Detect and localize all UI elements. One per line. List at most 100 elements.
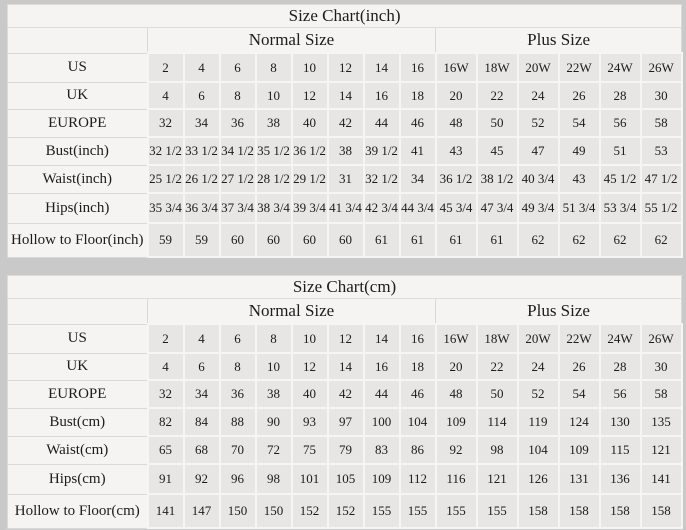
size-cell: 38 1/2 [475,164,519,194]
size-cell: 29 1/2 [290,164,329,194]
size-cell: 105 [326,463,365,495]
row-label: EUROPE [7,379,148,409]
row-label: UK [7,81,148,110]
normal-size-group-header: Normal Size [147,27,436,54]
size-cell: 44 [362,379,401,409]
size-cell: 34 [182,379,221,409]
size-cell: 26 1/2 [182,164,221,194]
size-cell: 6 [218,52,257,83]
size-cell: 100 [362,407,401,437]
size-cell: 101 [290,463,329,495]
size-cell: 56 [598,379,642,409]
table-title-row: Size Chart(inch) [6,4,683,28]
size-cell: 30 [639,352,683,381]
table-row: US 2 4 6 8 10 12 14 16 16W 18W 20W 22W 24W 26W [7,52,683,83]
size-cell: 16 [362,81,401,110]
size-cell: 72 [254,435,293,465]
size-cell: 6 [218,323,257,354]
size-cell: 84 [182,407,221,437]
table-title-row: Size Chart(cm) [6,275,683,299]
size-cell: 56 [598,108,642,138]
size-cell: 82 [146,407,185,437]
size-chart-cm-table: Size Chart(cm) Normal Size Plus Size US 2… [6,275,683,529]
size-cell: 36 [218,108,257,138]
size-cell: 48 [434,379,478,409]
size-cell: 48 [434,108,478,138]
size-cell: 14 [362,52,401,83]
size-cell: 53 3/4 [598,192,642,224]
table-row: Bust(cm) 82 84 88 90 93 97 100 104 109 114 119 124 13… [7,407,683,437]
size-cell: 109 [557,435,601,465]
size-cell: 53 [639,136,683,166]
size-cell: 20 [434,352,478,381]
plus-size-group-header: Plus Size [434,298,683,325]
size-cell: 32 1/2 [362,164,401,194]
size-cell: 124 [557,407,601,437]
size-cell: 155 [434,493,478,529]
table-row: UK 4 6 8 10 12 14 16 18 20 22 24 26 28 30 [7,81,683,110]
size-cell: 104 [398,407,437,437]
size-cell: 45 3/4 [434,192,478,224]
size-cell: 43 [557,164,601,194]
size-cell: 8 [218,81,257,110]
size-cell: 22W [557,323,601,354]
size-cell: 12 [290,81,329,110]
size-cell: 20 [434,81,478,110]
size-cell: 25 1/2 [146,164,185,194]
size-cell: 8 [254,52,293,83]
size-cell: 4 [146,81,185,110]
size-cell: 20W [516,323,560,354]
size-cell: 37 3/4 [218,192,257,224]
size-cell: 16 [398,323,437,354]
table-row: Bust(inch) 32 1/2 33 1/2 34 1/2 35 1/2 36 1/2… [7,136,683,166]
size-cell: 24 [516,81,560,110]
row-label: Hollow to Floor(cm) [7,493,148,529]
table-title: Size Chart(cm) [6,275,683,299]
size-cell: 38 [326,136,365,166]
size-cell: 32 1/2 [146,136,185,166]
size-cell: 26W [639,52,683,83]
size-cell: 12 [290,352,329,381]
size-cell: 58 [639,108,683,138]
size-cell: 92 [434,435,478,465]
row-label: Bust(cm) [7,407,148,437]
size-cell: 75 [290,435,329,465]
size-cell: 26 [557,352,601,381]
size-cell: 38 [254,108,293,138]
size-cell: 112 [398,463,437,495]
table-row: Hips(inch) 35 3/4 36 3/4 37 3/4 38 3/4 39 3/4… [7,192,683,224]
size-cell: 116 [434,463,478,495]
size-cell: 52 [516,379,560,409]
size-cell: 20W [516,52,560,83]
size-cell: 155 [362,493,401,529]
row-label: Hollow to Floor(inch) [7,222,148,258]
row-label: Bust(inch) [7,136,148,166]
size-cell: 42 [326,108,365,138]
size-cell: 141 [639,463,683,495]
size-cell: 10 [290,323,329,354]
column-group-row: Normal Size Plus Size [7,27,683,54]
row-label: Hips(inch) [7,192,148,224]
size-cell: 32 [146,379,185,409]
size-cell: 61 [398,222,437,258]
size-cell: 14 [326,81,365,110]
size-cell: 97 [326,407,365,437]
normal-size-group-header: Normal Size [147,298,436,325]
table-row: Hollow to Floor(inch) 59 59 60 60 60 60 61 61 61 6… [7,222,683,258]
size-chart-inch-table: Size Chart(inch) Normal Size Plus Size U… [6,4,683,258]
size-cell: 86 [398,435,437,465]
size-cell: 158 [516,493,560,529]
size-cell: 18 [398,352,437,381]
size-cell: 68 [182,435,221,465]
size-cell: 58 [639,379,683,409]
size-cell: 26 [557,81,601,110]
size-cell: 16 [362,352,401,381]
size-cell: 47 1/2 [639,164,683,194]
size-cell: 119 [516,407,560,437]
size-cell: 152 [290,493,329,529]
size-cell: 30 [639,81,683,110]
corner-cell [7,298,148,325]
size-cell: 22 [475,352,519,381]
plus-size-group-header: Plus Size [434,27,683,54]
size-cell: 41 [398,136,437,166]
